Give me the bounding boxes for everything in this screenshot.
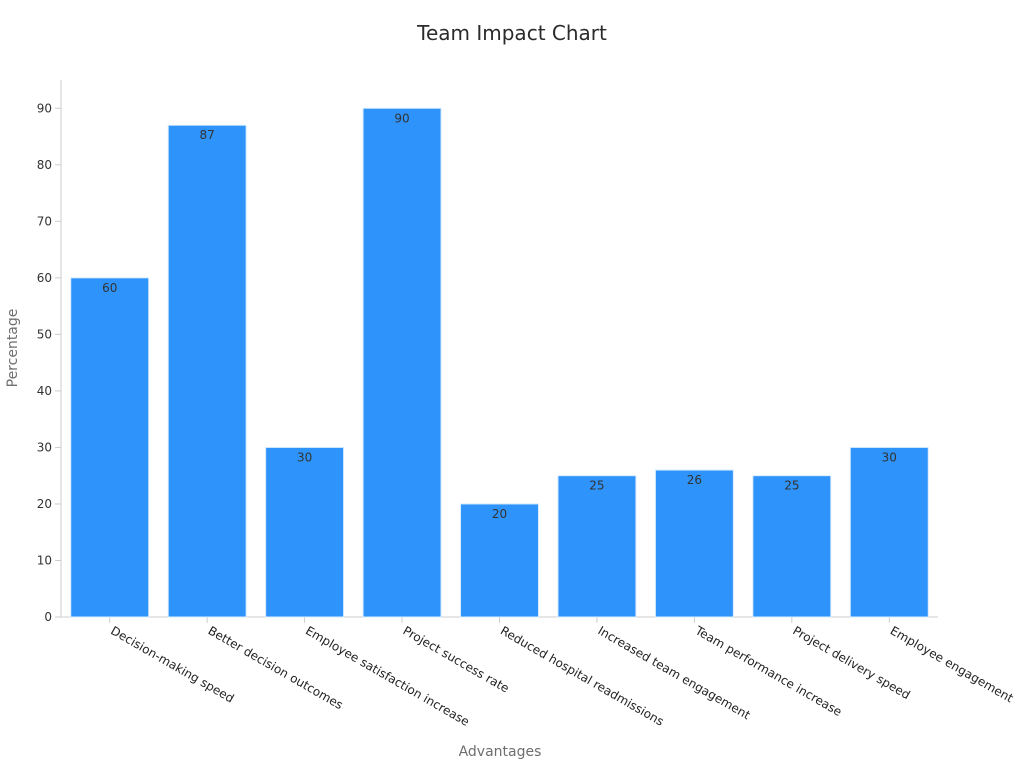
bar[interactable] (460, 503, 539, 618)
y-tick-label: 90 (37, 101, 52, 115)
bar[interactable] (654, 469, 734, 618)
bar[interactable] (70, 277, 150, 618)
y-tick-label: 10 (37, 553, 52, 567)
y-tick-label: 20 (37, 497, 52, 511)
bar[interactable] (265, 446, 345, 618)
bar-value-label: 20 (492, 507, 507, 521)
x-axis-title: Advantages (459, 744, 542, 760)
x-tick-label: Reduced hospital readmissions (498, 623, 666, 728)
y-tick-label: 0 (44, 610, 52, 624)
bar[interactable] (557, 475, 637, 618)
y-axis-title: Percentage (5, 309, 21, 388)
bar-value-label: 26 (687, 473, 702, 487)
x-tick-label: Increased team engagement (595, 623, 753, 722)
bar-value-label: 90 (394, 111, 409, 125)
bar[interactable] (752, 475, 832, 618)
bars (70, 107, 929, 618)
bar[interactable] (849, 446, 929, 618)
bar-value-label: 30 (297, 450, 312, 464)
bar[interactable] (167, 124, 247, 618)
bar-value-label: 25 (784, 479, 799, 493)
y-tick-label: 60 (37, 271, 52, 285)
x-tick-label: Employee satisfaction increase (303, 623, 472, 728)
bar-value-label: 25 (589, 479, 604, 493)
x-axis (55, 616, 938, 623)
y-tick-label: 30 (37, 440, 52, 454)
y-axis: 0 10 20 30 40 50 60 70 80 90 (37, 80, 62, 624)
y-tick-label: 40 (37, 384, 52, 398)
y-tick-label: 50 (37, 327, 52, 341)
y-tick-label: 70 (37, 214, 52, 228)
data-labels: 60 87 30 90 20 25 26 25 30 (102, 111, 897, 521)
bar[interactable] (362, 107, 442, 618)
bar-value-label: 30 (882, 450, 897, 464)
bar-value-label: 60 (102, 281, 117, 295)
y-tick-label: 80 (37, 158, 52, 172)
bar-value-label: 87 (200, 128, 215, 142)
chart-title: Team Impact Chart (416, 21, 607, 45)
